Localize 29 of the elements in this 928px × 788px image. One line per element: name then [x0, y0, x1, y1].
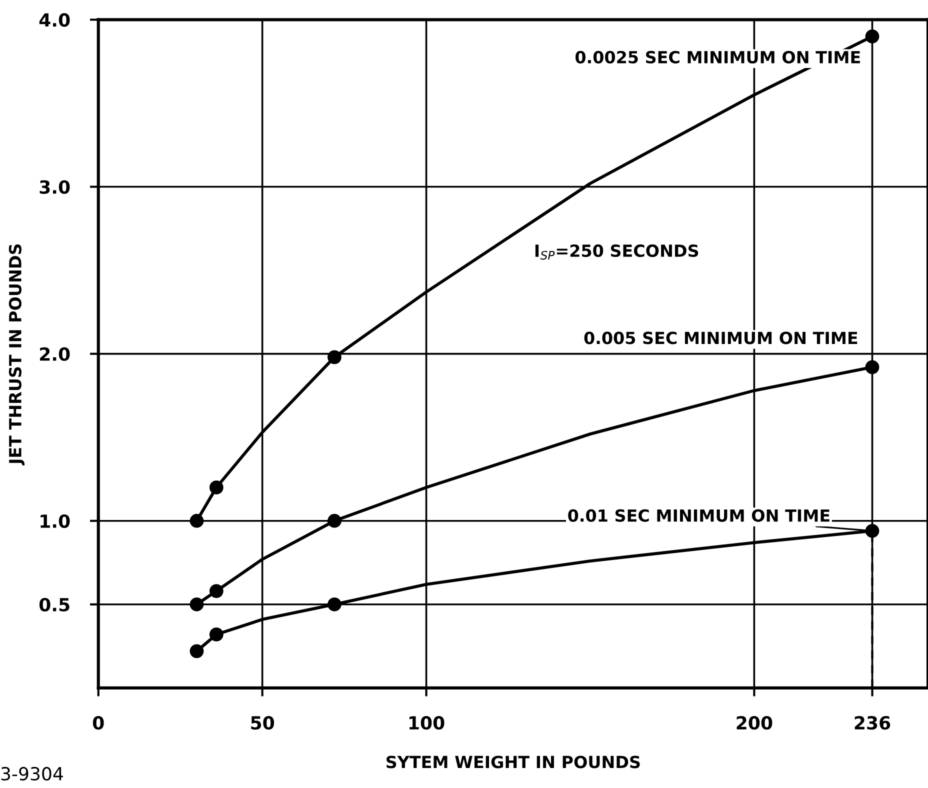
point [190, 597, 204, 612]
point [865, 360, 880, 374]
y-tick-label: 0.5 [39, 598, 70, 612]
point [865, 29, 880, 44]
y-tick-label: 1.0 [40, 514, 70, 528]
x-tick-label: 0 [92, 716, 104, 730]
y-axis-title: JET THRUST IN POUNDS [8, 244, 25, 466]
y-tick-label: 3.0 [40, 180, 70, 194]
x-tick-label: 200 [736, 716, 772, 730]
point [190, 644, 204, 658]
point [328, 350, 342, 364]
series-label: 0.005 SEC MINIMUM ON TIME [584, 332, 858, 344]
point [328, 597, 342, 612]
x-tick-label: 100 [409, 716, 444, 730]
point [209, 584, 224, 598]
point [190, 514, 204, 528]
series-label: 0.0025 SEC MINIMUM ON TIME [576, 50, 860, 64]
y-tick-label: 4.0 [39, 13, 70, 27]
series-label: 0.01 SEC MINIMUM ON TIME [568, 509, 830, 522]
point [328, 514, 342, 528]
x-tick-label: 236 [854, 716, 890, 730]
point [209, 628, 224, 642]
point [865, 524, 880, 538]
y-tick-label: 2.0 [40, 347, 70, 361]
text: 3-9304 [1, 766, 63, 781]
point [209, 480, 224, 494]
x-axis-title: SYTEM WEIGHT IN POUNDS [386, 756, 640, 768]
annotation: I$_{SP}$=250 SECONDS [535, 244, 698, 260]
x-tick-label: 50 [251, 716, 274, 730]
